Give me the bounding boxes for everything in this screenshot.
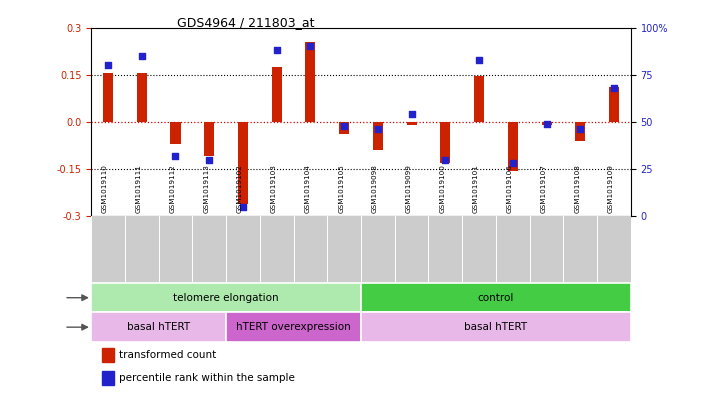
- Text: GDS4964 / 211803_at: GDS4964 / 211803_at: [177, 16, 314, 29]
- Point: [508, 160, 519, 167]
- Point: [170, 152, 181, 159]
- Bar: [102, 348, 114, 362]
- Bar: [440, 122, 451, 163]
- Point: [203, 156, 215, 163]
- Bar: [102, 371, 114, 385]
- Bar: [361, 312, 631, 342]
- Bar: [407, 122, 416, 125]
- Point: [238, 204, 249, 210]
- Text: basal hTERT: basal hTERT: [464, 322, 528, 332]
- Text: basal hTERT: basal hTERT: [127, 322, 190, 332]
- Bar: [609, 87, 619, 122]
- Bar: [91, 283, 361, 312]
- Bar: [474, 76, 484, 122]
- Point: [136, 53, 147, 59]
- Point: [271, 47, 283, 53]
- Bar: [204, 122, 215, 156]
- Bar: [541, 122, 552, 125]
- Text: percentile rank within the sample: percentile rank within the sample: [119, 373, 295, 383]
- Bar: [91, 312, 226, 342]
- Bar: [339, 122, 349, 134]
- Point: [406, 111, 417, 118]
- Point: [440, 156, 451, 163]
- Bar: [373, 122, 383, 150]
- Bar: [137, 73, 147, 122]
- Bar: [271, 67, 282, 122]
- Text: hTERT overexpression: hTERT overexpression: [236, 322, 351, 332]
- Point: [473, 57, 484, 63]
- Point: [608, 85, 620, 91]
- Bar: [361, 283, 631, 312]
- Bar: [170, 122, 181, 144]
- Point: [541, 121, 552, 127]
- Bar: [306, 42, 315, 122]
- Point: [339, 123, 350, 129]
- Bar: [508, 122, 518, 171]
- Point: [575, 126, 586, 132]
- Text: transformed count: transformed count: [119, 350, 217, 360]
- Bar: [103, 73, 113, 122]
- Bar: [576, 122, 585, 141]
- Point: [372, 126, 383, 132]
- Point: [102, 62, 114, 68]
- Bar: [226, 312, 361, 342]
- Point: [305, 43, 316, 50]
- Bar: [238, 122, 248, 204]
- Text: telomere elongation: telomere elongation: [173, 293, 279, 303]
- Text: control: control: [478, 293, 514, 303]
